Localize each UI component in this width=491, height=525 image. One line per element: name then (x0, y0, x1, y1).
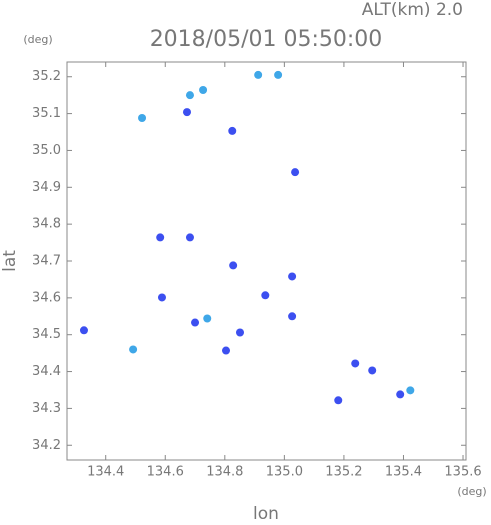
echo (185, 91, 194, 100)
echo (157, 293, 166, 302)
y-axis-label: lat (0, 250, 20, 272)
y-tick-label: 34.7 (32, 254, 61, 269)
x-tick-label: 135.0 (266, 465, 303, 480)
echo (129, 345, 138, 354)
y-tick-label: 34.5 (32, 327, 61, 342)
echo (254, 70, 263, 79)
echo (334, 396, 343, 405)
echo (228, 126, 237, 135)
x-tick-label: 134.4 (87, 465, 124, 480)
y-tick-label: 34.2 (32, 438, 61, 453)
y-tick-label: 35.1 (32, 106, 61, 121)
echo (203, 314, 212, 323)
echo (229, 261, 238, 270)
x-tick-label: 135.6 (444, 465, 481, 480)
echo (138, 114, 147, 123)
echo (79, 326, 88, 335)
echo (396, 390, 405, 399)
echo (368, 366, 377, 375)
y-tick-label: 35.0 (32, 143, 61, 158)
echo (288, 272, 297, 281)
y-tick-label: 34.4 (32, 364, 61, 379)
y-tick-label: 34.9 (32, 180, 61, 195)
y-tick-label: 34.3 (32, 401, 61, 416)
echo (235, 328, 244, 337)
echo (191, 318, 200, 327)
echo (274, 70, 283, 79)
x-axis-label: lon (253, 504, 279, 521)
x-tick-label: 134.8 (206, 465, 243, 480)
altitude: ALT(km) 2.0 (362, 0, 463, 20)
echo (288, 312, 297, 321)
echo (406, 386, 415, 395)
echo (185, 233, 194, 242)
echo (222, 346, 231, 355)
echo (291, 168, 300, 177)
x-tick-label: 134.6 (147, 465, 184, 480)
x-unit: (deg) (457, 485, 486, 498)
echo (351, 359, 360, 368)
x-tick-label: 135.4 (385, 465, 422, 480)
plot-frame (66, 61, 467, 461)
y-unit: (deg) (23, 33, 52, 46)
echo (182, 108, 191, 117)
echo (261, 291, 270, 300)
y-tick-label: 35.2 (32, 69, 61, 84)
x-tick-label: 135.2 (325, 465, 362, 480)
chart-title: 2018/05/01 05:50:00 (150, 27, 383, 52)
echo (156, 233, 165, 242)
echo (199, 86, 208, 95)
y-tick-label: 34.6 (32, 290, 61, 305)
y-tick-label: 34.8 (32, 217, 61, 232)
